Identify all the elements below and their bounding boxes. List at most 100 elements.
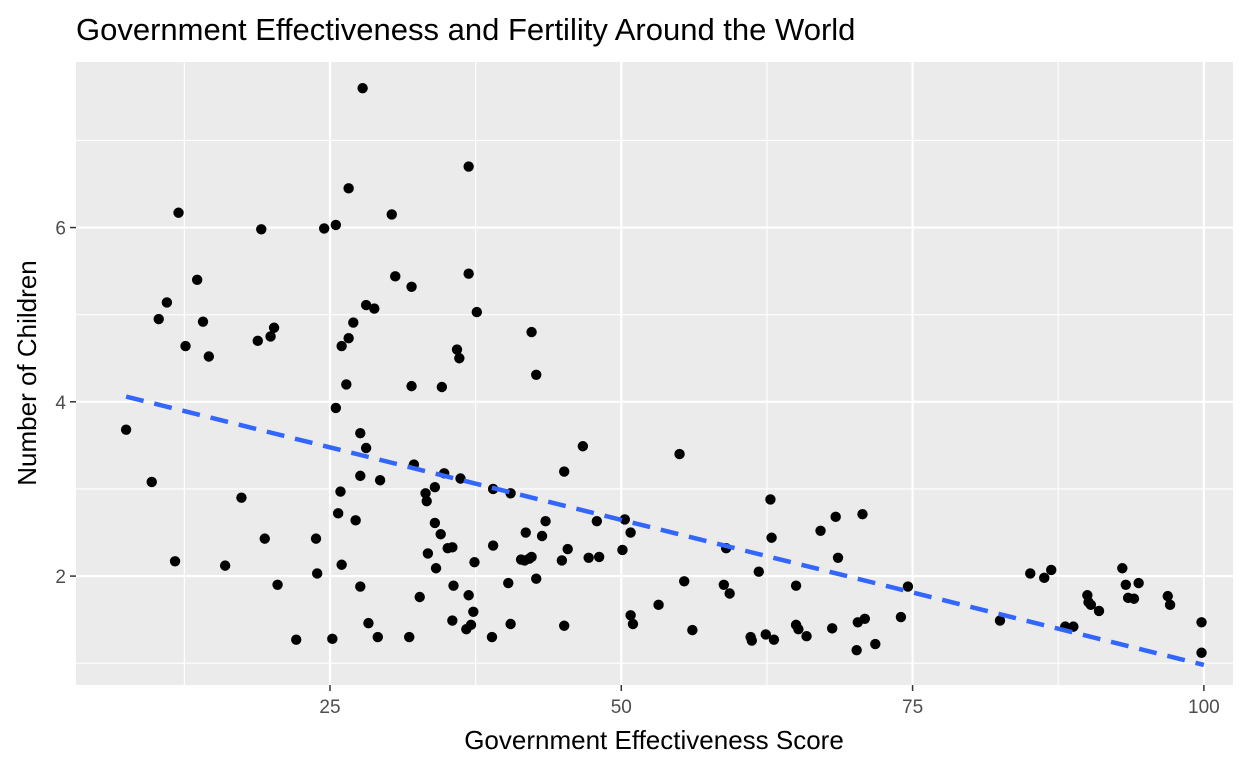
data-point [463, 590, 474, 601]
data-point [1196, 647, 1207, 658]
data-point [1133, 577, 1144, 589]
data-point [531, 369, 542, 381]
data-point [583, 552, 594, 563]
data-point [355, 581, 366, 592]
data-point [674, 448, 685, 460]
data-point [1046, 564, 1057, 576]
data-point [1085, 599, 1097, 611]
data-point [451, 344, 463, 355]
x-tick-label: 75 [902, 697, 923, 718]
data-point [463, 268, 474, 279]
data-point [1128, 593, 1140, 604]
data-point [790, 580, 802, 591]
data-point [559, 620, 570, 631]
data-point [406, 281, 417, 293]
data-point [357, 82, 368, 94]
data-point [718, 579, 730, 590]
x-tick-label: 50 [611, 697, 632, 718]
data-point [330, 402, 342, 414]
data-point [577, 441, 589, 452]
data-point [256, 224, 267, 235]
data-point [430, 563, 442, 574]
y-tick-label: 4 [55, 393, 66, 414]
data-point [120, 424, 132, 435]
data-point [203, 351, 215, 362]
data-point [559, 466, 570, 477]
data-point [372, 631, 383, 643]
chart-title: Government Effectiveness and Fertility A… [76, 12, 855, 47]
x-axis-ticks: 25 50 75 100 [319, 685, 1220, 718]
data-point [562, 543, 573, 555]
data-point [454, 353, 465, 364]
data-point [429, 517, 441, 529]
data-point [679, 576, 690, 587]
data-point [447, 615, 458, 626]
data-point [556, 555, 568, 566]
data-point [832, 552, 844, 563]
data-point [355, 470, 366, 482]
data-point [1117, 563, 1128, 574]
data-point [161, 297, 173, 308]
data-point [465, 619, 477, 631]
data-point [341, 379, 352, 390]
data-point [526, 326, 537, 338]
data-point [310, 533, 322, 544]
data-point [503, 577, 514, 589]
data-point [360, 299, 372, 311]
data-point [826, 623, 838, 634]
data-point [332, 508, 344, 519]
data-point [994, 615, 1006, 626]
data-point [902, 581, 914, 592]
y-tick-label: 2 [55, 567, 66, 588]
data-point [540, 515, 551, 527]
y-tick-label: 6 [55, 219, 66, 240]
data-point [793, 624, 804, 635]
x-tick-label: 100 [1188, 697, 1220, 718]
data-point [468, 606, 479, 618]
data-point [414, 591, 425, 603]
data-point [343, 333, 354, 344]
data-point [1068, 621, 1079, 632]
data-point [146, 476, 157, 488]
data-point [857, 509, 868, 520]
data-point [625, 610, 636, 621]
data-point [259, 533, 270, 544]
data-point [1162, 590, 1173, 602]
data-point [1025, 568, 1036, 579]
y-axis-label: Number of Children [12, 260, 42, 485]
data-point [374, 475, 386, 486]
data-point [173, 207, 184, 218]
data-point [311, 568, 323, 579]
data-point [1039, 572, 1050, 584]
data-point [429, 482, 441, 493]
plot-panel [76, 62, 1233, 685]
data-point [760, 629, 771, 640]
data-point [336, 559, 347, 570]
data-point [153, 313, 164, 325]
data-point [327, 633, 338, 645]
data-point [272, 579, 283, 590]
data-point [653, 599, 664, 611]
trend-line-group [125, 394, 1205, 668]
data-point [369, 303, 380, 314]
data-point [486, 631, 498, 643]
data-point [487, 540, 499, 551]
data-point [197, 316, 209, 327]
data-point [531, 573, 542, 584]
data-point [1196, 617, 1207, 628]
data-point [191, 274, 203, 286]
y-axis-ticks: 2 4 6 [55, 219, 76, 588]
data-point [593, 551, 605, 563]
data-point [627, 618, 639, 630]
data-point [386, 209, 397, 220]
trend-line [125, 394, 1205, 668]
data-point [801, 631, 812, 642]
data-point [619, 514, 630, 525]
data-point [526, 551, 537, 563]
data-point [447, 542, 458, 553]
data-point [687, 624, 698, 636]
data-point [895, 611, 907, 623]
data-point [343, 183, 354, 194]
data-point [350, 515, 361, 526]
data-point [455, 473, 466, 484]
